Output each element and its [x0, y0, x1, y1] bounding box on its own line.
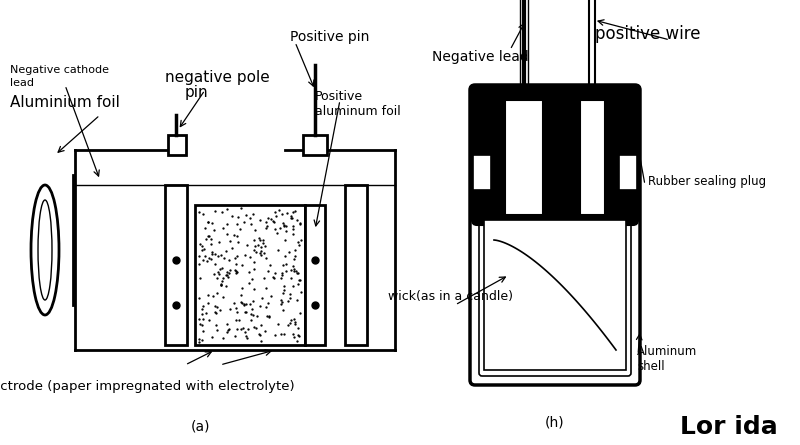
Text: lead: lead: [10, 78, 34, 88]
Bar: [305, 205, 325, 345]
FancyBboxPatch shape: [479, 94, 631, 376]
Text: Rubber sealing plug: Rubber sealing plug: [648, 175, 766, 188]
Text: negative pole: negative pole: [165, 70, 270, 85]
Bar: [195, 205, 305, 345]
Text: (a): (a): [190, 420, 210, 434]
Bar: [619, 155, 637, 190]
Text: Negative lead: Negative lead: [432, 50, 529, 64]
Text: (h): (h): [545, 415, 565, 429]
Ellipse shape: [31, 185, 59, 315]
Bar: [473, 155, 491, 190]
Text: Negative electrode (paper impregnated with electrolyte): Negative electrode (paper impregnated wi…: [0, 380, 294, 393]
Text: Lor ida: Lor ida: [680, 415, 778, 439]
FancyBboxPatch shape: [472, 85, 638, 225]
Text: Positive
aluminum foil: Positive aluminum foil: [315, 90, 401, 118]
Text: Positive pin: Positive pin: [290, 30, 370, 44]
Text: pin: pin: [185, 85, 209, 100]
Text: Negative cathode: Negative cathode: [10, 65, 109, 75]
Bar: [580, 100, 605, 215]
Bar: [165, 185, 187, 345]
Bar: [473, 155, 491, 190]
Text: wick(as in a candle): wick(as in a candle): [388, 290, 513, 303]
Bar: [484, 220, 626, 370]
Bar: [505, 100, 543, 215]
Bar: [345, 185, 367, 345]
Text: positive wire: positive wire: [595, 25, 701, 43]
Text: Aluminium foil: Aluminium foil: [10, 95, 120, 110]
FancyBboxPatch shape: [470, 85, 640, 385]
Text: Aluminum
shell: Aluminum shell: [637, 345, 698, 373]
Ellipse shape: [38, 200, 52, 300]
Bar: [168, 135, 186, 155]
Bar: [303, 135, 327, 155]
